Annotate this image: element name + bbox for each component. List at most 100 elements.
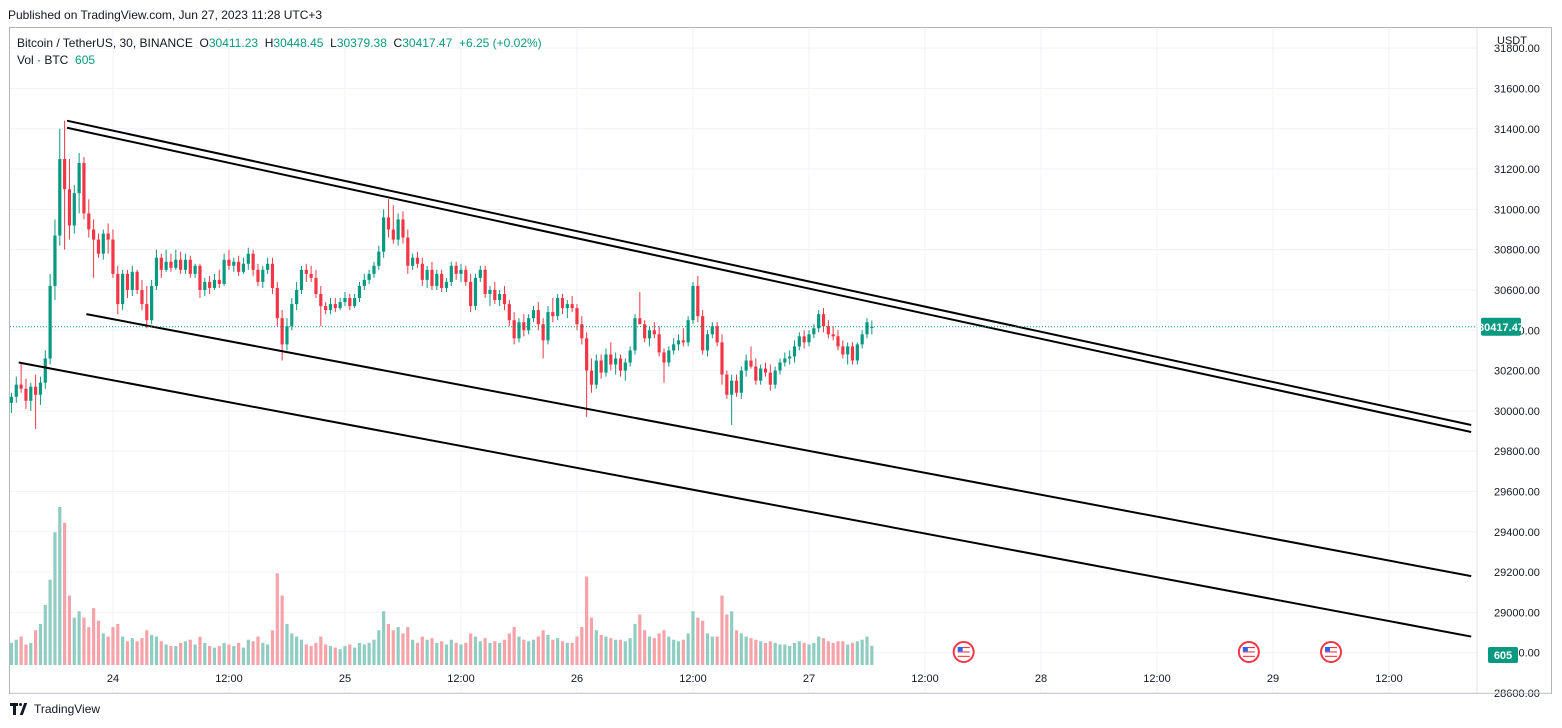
volume-bar	[227, 644, 231, 665]
volume-bar	[768, 641, 772, 665]
volume-bar	[488, 642, 492, 665]
candle-body	[169, 261, 173, 268]
volume-bar	[188, 639, 192, 665]
candle-body	[435, 273, 439, 286]
last-price-label: 30417.47	[1478, 322, 1524, 334]
volume-bar	[686, 633, 690, 665]
candle-body	[121, 273, 125, 305]
volume-bar	[759, 641, 763, 665]
volume-bar	[580, 627, 584, 665]
candle-body	[493, 289, 497, 301]
trendlines	[10, 119, 1477, 638]
candle-body	[638, 318, 642, 325]
volume-bar	[435, 642, 439, 665]
candle-body	[855, 344, 859, 361]
volume-bar	[734, 630, 739, 665]
volume-bar	[140, 638, 144, 665]
candle-body	[135, 271, 139, 290]
volume-bar	[324, 644, 328, 665]
volume-bar	[198, 636, 202, 665]
volume-bar	[266, 644, 270, 665]
candle-body	[116, 273, 120, 305]
candle-body	[556, 298, 560, 317]
volume-bar	[328, 646, 333, 665]
volume-bar	[357, 642, 362, 665]
volume-bar	[469, 633, 473, 665]
volume-bar	[454, 642, 458, 665]
x-tick-label: 12:00	[1143, 673, 1171, 685]
volume-bar	[222, 642, 226, 665]
volume-bar	[831, 642, 835, 665]
volume-bar	[522, 639, 526, 665]
candle-body	[67, 189, 72, 226]
legend-volume-row: Vol · BTC 605	[17, 52, 542, 69]
legend-change: +6.25 (+0.02%)	[458, 36, 542, 50]
candle-body	[101, 233, 105, 254]
volume-bar	[672, 639, 676, 665]
candle-body	[715, 326, 719, 343]
volume-bar	[841, 641, 845, 665]
volume-bar	[788, 646, 792, 665]
candle-body	[391, 229, 395, 240]
volume-bar	[498, 642, 502, 665]
legend-close: 30417.47	[402, 36, 453, 50]
candle-body	[164, 261, 168, 270]
volume-bar	[43, 604, 47, 665]
tradingview-logo-icon	[10, 703, 30, 715]
candle-body	[145, 304, 149, 321]
candle-body	[154, 257, 159, 286]
candle-body	[150, 285, 154, 321]
candle-body	[531, 310, 536, 319]
legend-high: 30448.45	[273, 36, 324, 50]
candle-body	[551, 312, 555, 317]
volume-bar	[681, 639, 685, 665]
volume-bar	[536, 636, 540, 665]
candle-body	[604, 354, 608, 373]
volume-bars	[9, 507, 874, 665]
volume-bar	[154, 636, 159, 665]
candle-body	[599, 360, 603, 373]
volume-bar	[130, 638, 134, 665]
axes: 31800.00 31600.00 31400.00 31200.00 31000.00…	[107, 43, 1540, 700]
candle-body	[865, 322, 869, 335]
candle-body	[304, 269, 308, 274]
volume-bar	[58, 507, 62, 665]
volume-bar	[701, 620, 705, 665]
y-tick-label: 31400.00	[1494, 124, 1540, 136]
volume-bar	[406, 627, 410, 665]
candle-body	[730, 380, 734, 395]
volume-bar	[594, 630, 598, 665]
volume-bar	[546, 634, 550, 665]
volume-bar	[507, 633, 511, 665]
candle-body	[333, 304, 337, 309]
us-flag-event-icon	[1320, 641, 1343, 663]
candle-body	[212, 279, 217, 288]
volume-bar	[807, 644, 811, 665]
candle-body	[449, 265, 453, 282]
candle-body	[744, 360, 748, 371]
volume-bar	[19, 636, 23, 665]
candle-body	[96, 239, 101, 254]
candle-body	[696, 285, 700, 317]
volume-bar	[599, 634, 603, 665]
candle-body	[522, 322, 526, 331]
volume-bar	[246, 639, 250, 665]
candle-body	[575, 308, 579, 325]
volume-bar	[696, 617, 700, 665]
volume-bar	[82, 617, 86, 665]
legend-symbol: Bitcoin / TetherUS, 30, BINANCE	[17, 36, 193, 50]
volume-bar	[744, 636, 748, 665]
volume-bar	[850, 642, 855, 665]
volume-bar	[24, 644, 28, 665]
candle-body	[850, 346, 855, 361]
volume-bar	[295, 636, 299, 665]
volume-bar	[589, 617, 594, 665]
candlesticks	[9, 120, 874, 430]
candle-body	[43, 358, 47, 383]
volume-bar	[425, 639, 429, 665]
trendline	[66, 119, 1472, 426]
candle-body	[536, 310, 540, 325]
volume-bar	[802, 642, 806, 665]
candle-body	[174, 259, 178, 268]
